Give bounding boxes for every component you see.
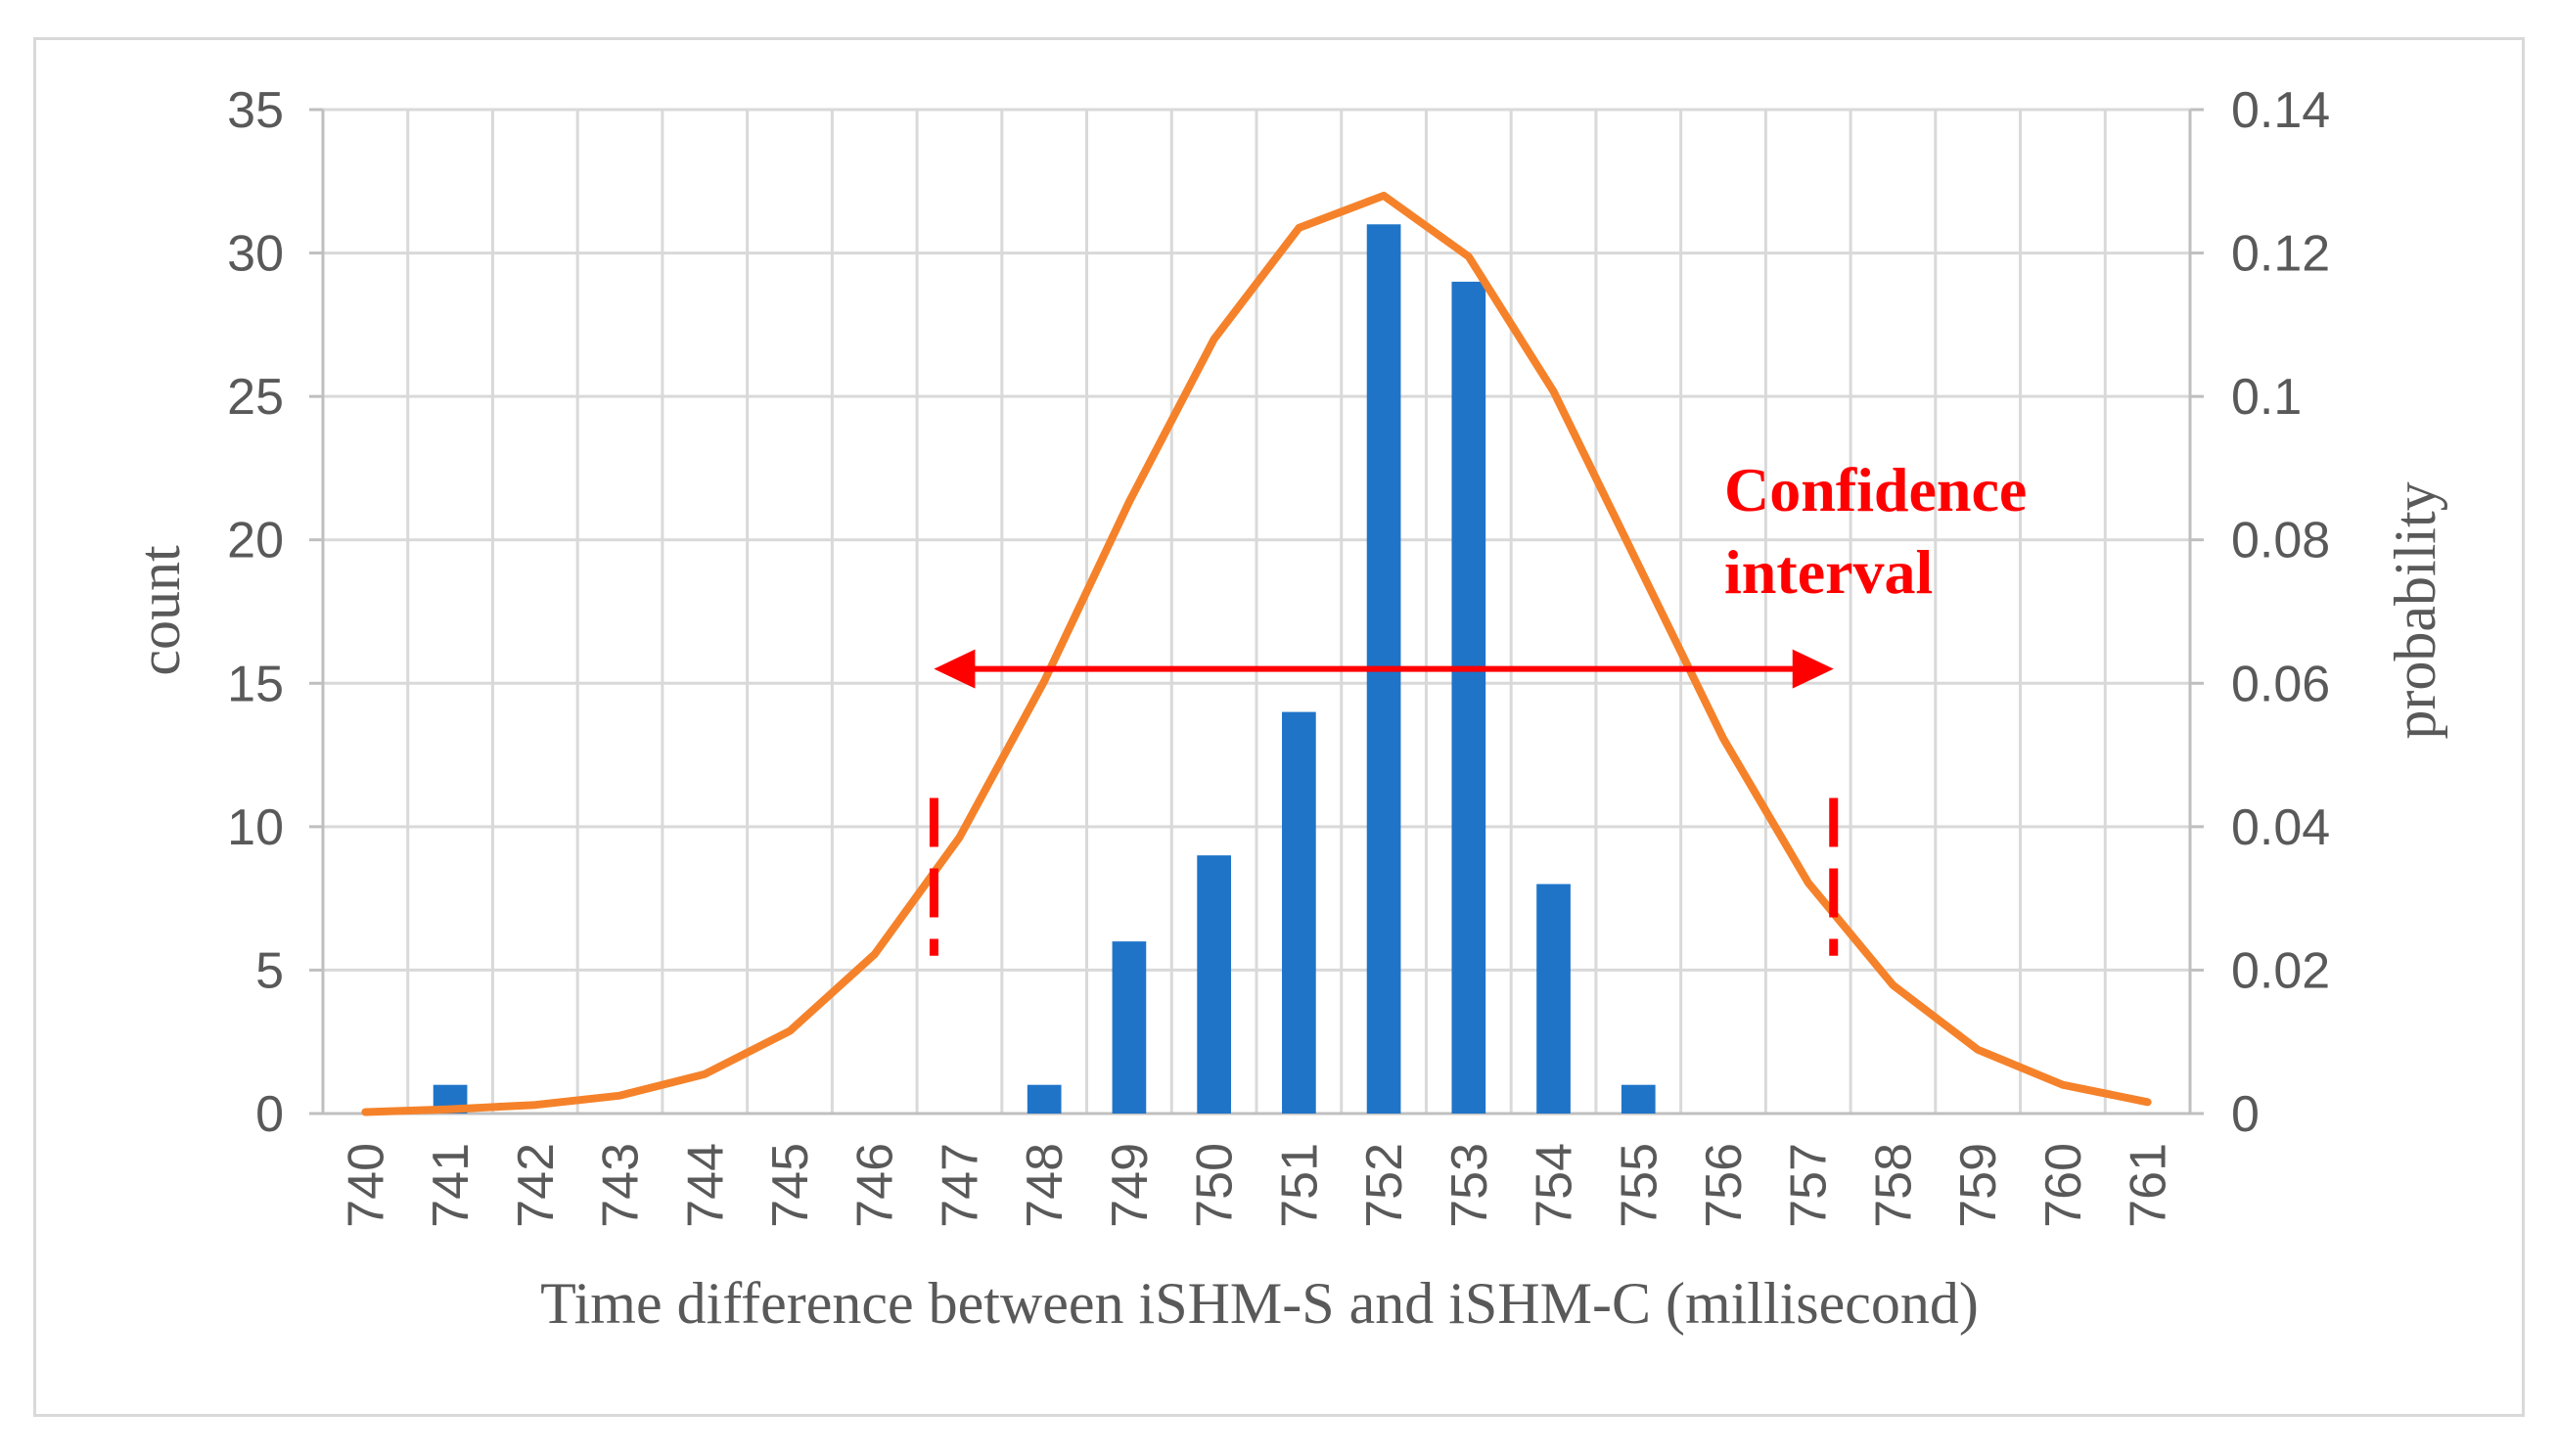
y-left-tick-label: 20 — [227, 513, 284, 569]
y-right-tick-label: 0.02 — [2231, 942, 2330, 999]
bar — [1027, 1084, 1062, 1114]
bar — [1282, 711, 1316, 1114]
x-tick-label: 748 — [1017, 1143, 1073, 1228]
x-tick-label: 741 — [423, 1143, 480, 1228]
y-left-tick-label: 25 — [227, 369, 284, 426]
y-right-axis-title: probability — [2383, 481, 2447, 739]
bar — [1197, 855, 1231, 1114]
confidence-interval-annotation: Confidence interval — [929, 455, 2027, 956]
y-right-tick-label: 0.08 — [2231, 513, 2330, 569]
x-tick-label: 749 — [1102, 1143, 1159, 1228]
y-right-tick-label: 0.14 — [2231, 82, 2330, 139]
y-right-tick-label: 0 — [2231, 1086, 2260, 1143]
y-left-axis-title: count — [127, 545, 192, 676]
x-tick-label: 760 — [2035, 1143, 2092, 1228]
x-tick-label: 743 — [593, 1143, 650, 1228]
y-left-tick-label: 35 — [227, 82, 284, 139]
x-tick-label: 757 — [1781, 1143, 1838, 1228]
x-tick-label: 752 — [1356, 1143, 1413, 1228]
x-axis-title: Time difference between iSHM-S and iSHM-… — [540, 1271, 1979, 1336]
interval-arrowhead-right — [1792, 649, 1834, 689]
x-tick-label: 742 — [508, 1143, 565, 1228]
y-left-tick-label: 10 — [227, 799, 284, 856]
x-tick-label: 740 — [338, 1143, 394, 1228]
axes — [309, 108, 2204, 1115]
y-right-tick-label: 0.06 — [2231, 656, 2330, 712]
y-right-tick-label: 0.04 — [2231, 799, 2330, 856]
annotation-line1: Confidence — [1724, 455, 2027, 524]
y-left-tick-label: 30 — [227, 226, 284, 283]
y-left-tick-label: 15 — [227, 656, 284, 712]
probability-line — [361, 191, 2152, 1116]
x-tick-label: 754 — [1527, 1143, 1583, 1228]
bar — [1621, 1084, 1656, 1114]
tick-labels: 0 0 5 0.02 10 0.04 15 0.06 20 0.08 25 0.1 30 0.12 35 0.… — [227, 82, 2330, 1228]
x-tick-label: 744 — [677, 1143, 734, 1228]
bar-series — [433, 224, 1656, 1114]
x-tick-label: 758 — [1865, 1143, 1922, 1228]
bar — [1112, 941, 1147, 1114]
grid — [321, 108, 2192, 1115]
y-left-tick-label: 0 — [255, 1086, 284, 1143]
x-tick-label: 747 — [932, 1143, 988, 1228]
probability-curve — [361, 191, 2152, 1116]
interval-arrowhead-left — [934, 649, 976, 689]
x-tick-label: 753 — [1441, 1143, 1498, 1228]
x-tick-label: 755 — [1611, 1143, 1667, 1228]
x-tick-label: 756 — [1696, 1143, 1753, 1228]
x-tick-label: 745 — [762, 1143, 819, 1228]
y-left-tick-label: 5 — [255, 942, 284, 999]
y-right-tick-label: 0.1 — [2231, 369, 2302, 426]
bar — [1451, 281, 1486, 1114]
chart-frame — [33, 37, 2525, 1417]
x-tick-label: 746 — [847, 1143, 904, 1228]
x-tick-label: 751 — [1271, 1143, 1328, 1228]
x-tick-label: 759 — [1950, 1143, 2007, 1228]
y-right-tick-label: 0.12 — [2231, 226, 2330, 283]
x-tick-label: 761 — [2121, 1143, 2177, 1228]
x-tick-label: 750 — [1187, 1143, 1244, 1228]
bar — [1536, 884, 1571, 1114]
annotation-line2: interval — [1724, 537, 1933, 607]
